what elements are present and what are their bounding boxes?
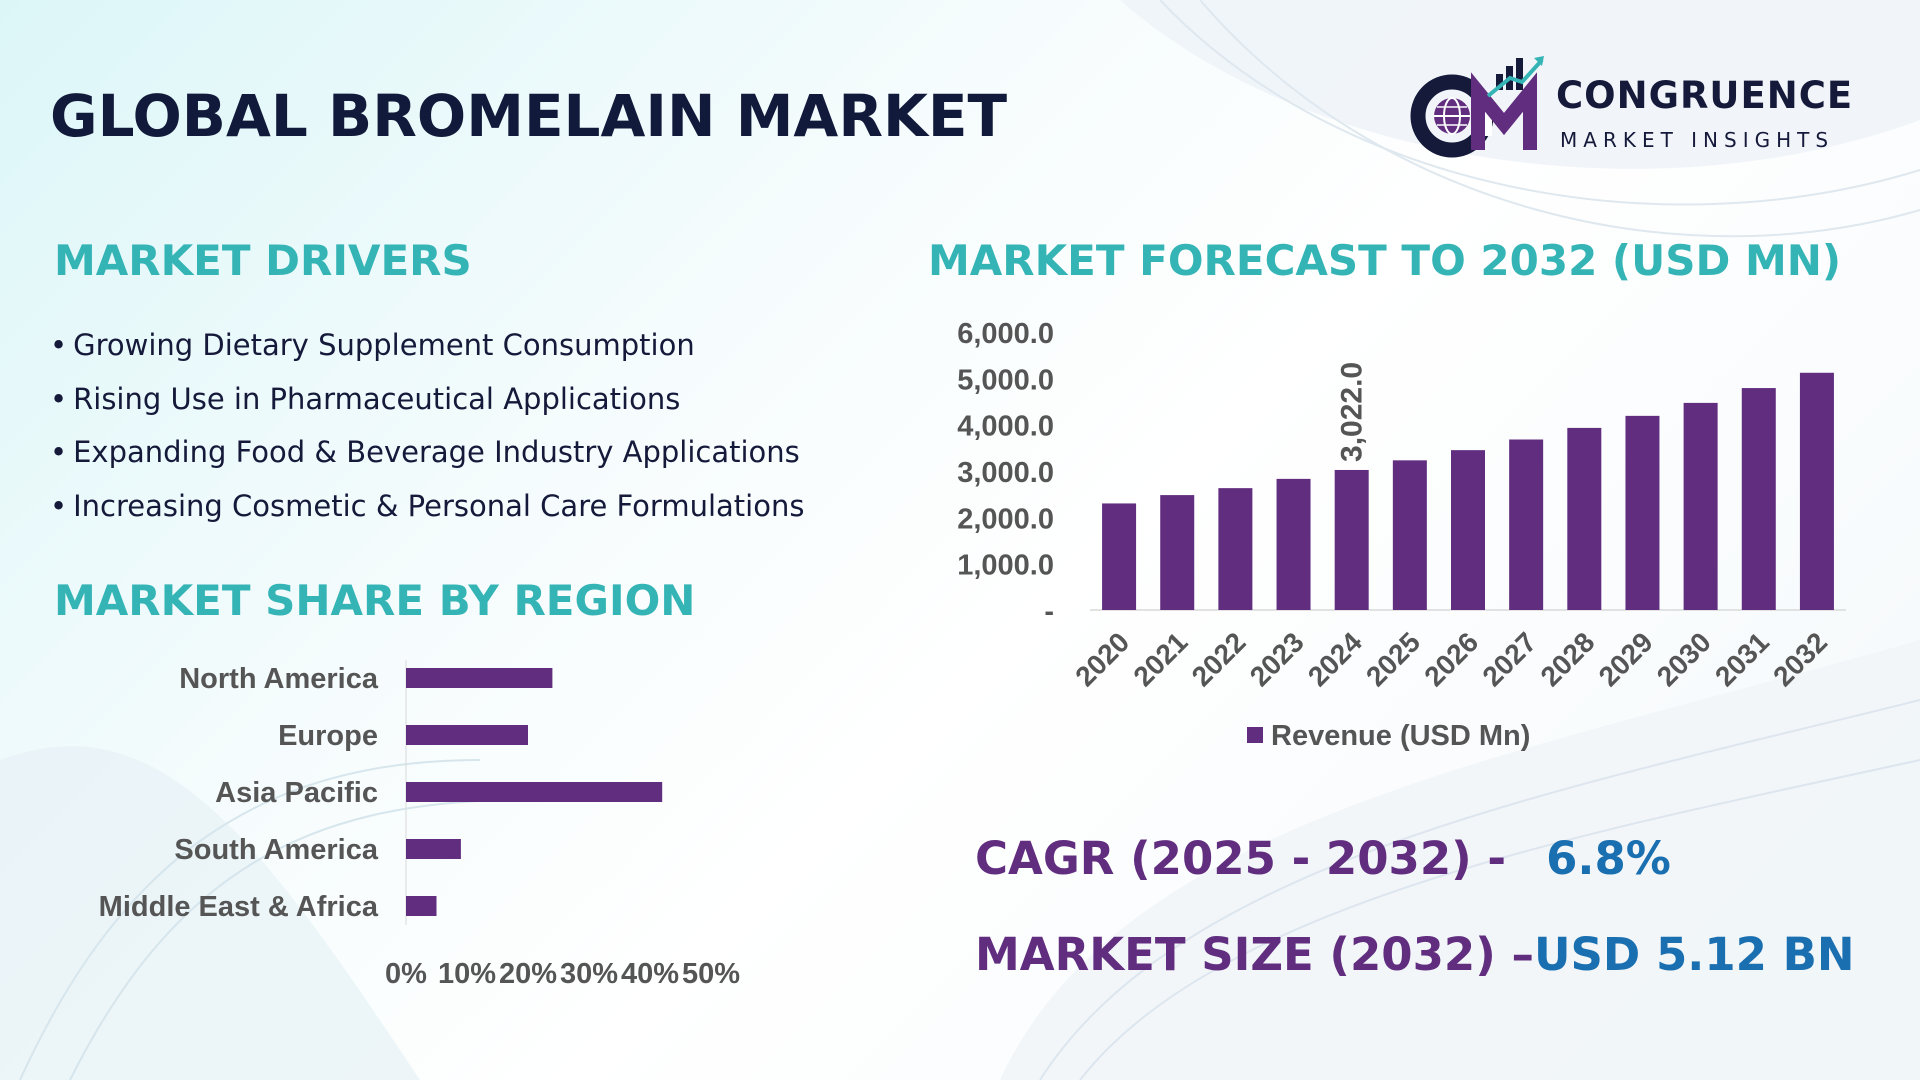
- forecast-bar: [1509, 439, 1544, 610]
- region-x-tick: 10%: [438, 958, 496, 990]
- region-bar: [406, 896, 437, 916]
- forecast-y-tick: 4,000.0: [957, 411, 1054, 443]
- forecast-x-tick: 2031: [1709, 626, 1775, 692]
- region-x-tick: 40%: [621, 958, 679, 990]
- forecast-bar: [1567, 427, 1602, 610]
- logo-tagline: MARKET INSIGHTS: [1560, 128, 1835, 152]
- forecast-x-tick: 2027: [1476, 626, 1542, 692]
- forecast-x-tick: 2024: [1302, 626, 1368, 692]
- bullet-marker: •: [50, 488, 68, 523]
- forecast-x-tick: 2029: [1593, 626, 1659, 692]
- market-size-stat: MARKET SIZE (2032) –USD 5.12 BN: [975, 928, 1855, 981]
- logo-name: CONGRUENCE: [1556, 74, 1854, 117]
- market-drivers-title: MARKET DRIVERS: [54, 236, 472, 285]
- driver-item: • Growing Dietary Supplement Consumption: [50, 322, 804, 376]
- forecast-bar: [1799, 372, 1834, 610]
- region-bar: [406, 839, 461, 859]
- forecast-x-tick: 2026: [1418, 626, 1484, 692]
- market-size-label: MARKET SIZE (2032) –: [975, 928, 1534, 981]
- region-category-label: Asia Pacific: [215, 777, 378, 809]
- forecast-x-tick: 2021: [1128, 626, 1194, 692]
- forecast-x-tick: 2020: [1069, 626, 1135, 692]
- driver-text: Rising Use in Pharmaceutical Application…: [73, 381, 681, 416]
- market-size-value: USD 5.12 BN: [1533, 928, 1855, 981]
- driver-text: Expanding Food & Beverage Industry Appli…: [73, 435, 800, 469]
- forecast-x-tick: 2022: [1186, 626, 1252, 692]
- legend-label: Revenue (USD Mn): [1271, 720, 1530, 752]
- driver-text: Increasing Cosmetic & Personal Care Form…: [73, 488, 805, 523]
- forecast-y-tick: -: [1044, 596, 1054, 628]
- driver-text: Growing Dietary Supplement Consumption: [73, 328, 695, 362]
- forecast-y-tick: 1,000.0: [957, 550, 1054, 582]
- forecast-x-tick: 2028: [1535, 626, 1601, 692]
- forecast-bar: [1160, 495, 1195, 610]
- forecast-bar: [1741, 388, 1776, 610]
- forecast-bar: [1334, 469, 1369, 610]
- forecast-bar: [1625, 415, 1660, 610]
- forecast-bar: [1683, 402, 1718, 610]
- forecast-x-tick: 2032: [1767, 626, 1833, 692]
- forecast-bar: [1451, 450, 1485, 610]
- legend-swatch: [1247, 727, 1263, 743]
- driver-item: • Expanding Food & Beverage Industry Appl…: [50, 429, 804, 483]
- forecast-y-tick: 2,000.0: [957, 503, 1054, 535]
- market-drivers-list: • Growing Dietary Supplement Consumption …: [50, 322, 804, 536]
- region-category-label: South America: [174, 834, 378, 866]
- driver-item: • Increasing Cosmetic & Personal Care For…: [50, 483, 804, 537]
- forecast-data-label: 3,022.0: [1336, 362, 1369, 462]
- bullet-marker: •: [50, 435, 68, 469]
- forecast-x-tick: 2030: [1651, 626, 1717, 692]
- forecast-bar: [1392, 460, 1427, 610]
- driver-item: • Rising Use in Pharmaceutical Applicatio…: [50, 376, 804, 430]
- region-category-label: North America: [179, 663, 379, 695]
- logo-mark-icon: [1410, 56, 1544, 158]
- forecast-bar: [1218, 488, 1253, 610]
- forecast-y-tick: 3,000.0: [957, 457, 1054, 489]
- region-share-title: MARKET SHARE BY REGION: [54, 576, 696, 625]
- cagr-label: CAGR (2025 - 2032) -: [975, 832, 1507, 885]
- brand-logo: CONGRUENCE MARKET INSIGHTS: [1400, 52, 1880, 162]
- region-bar: [406, 668, 553, 688]
- cagr-value: 6.8%: [1546, 832, 1671, 885]
- region-bar: [406, 782, 663, 802]
- region-x-tick: 0%: [385, 958, 427, 990]
- cagr-stat: CAGR (2025 - 2032) - 6.8%: [975, 832, 1671, 885]
- forecast-bar: [1276, 478, 1311, 610]
- region-x-tick: 20%: [499, 958, 557, 990]
- region-bar: [406, 725, 528, 745]
- region-x-tick: 30%: [560, 958, 618, 990]
- forecast-y-tick: 5,000.0: [957, 364, 1054, 396]
- forecast-bar: [1102, 503, 1137, 610]
- region-category-label: Europe: [278, 720, 378, 752]
- bullet-marker: •: [50, 381, 68, 416]
- forecast-x-tick: 2025: [1360, 626, 1426, 692]
- region-category-label: Middle East & Africa: [99, 891, 379, 923]
- forecast-y-tick: 6,000.0: [957, 318, 1054, 350]
- region-x-tick: 50%: [682, 958, 740, 990]
- market-forecast-title: MARKET FORECAST TO 2032 (USD MN): [928, 236, 1842, 285]
- forecast-x-tick: 2023: [1244, 626, 1310, 692]
- bullet-marker: •: [50, 328, 68, 362]
- page-title: GLOBAL BROMELAIN MARKET: [50, 82, 1008, 150]
